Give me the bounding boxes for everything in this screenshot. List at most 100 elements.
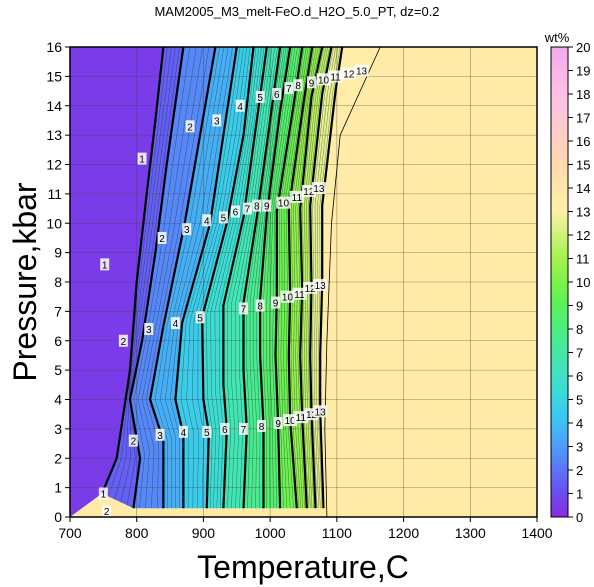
contour-label-box xyxy=(328,70,343,83)
colorbar-tick-label: 12 xyxy=(576,228,590,243)
contour-line-1 xyxy=(100,47,165,494)
contour-label: 2 xyxy=(131,437,137,448)
contour-minor xyxy=(231,47,273,509)
contour-label-box xyxy=(144,323,154,335)
x-tick-label: 1400 xyxy=(521,525,552,541)
colorbar-tick-label: 14 xyxy=(576,181,590,196)
contour-label: 5 xyxy=(257,93,263,104)
colorbar-tick-label: 6 xyxy=(576,369,583,384)
contour-label-box xyxy=(293,411,308,424)
contour-label-box xyxy=(195,311,205,324)
contour-label-box xyxy=(252,199,262,212)
contour-label-box xyxy=(242,202,252,215)
colorbar-tick-label: 16 xyxy=(576,134,590,149)
fill-band-6 xyxy=(223,47,281,509)
x-tick-label: 900 xyxy=(192,525,216,541)
contour-label: 5 xyxy=(204,428,210,439)
x-axis-ticks: 700 800 900 1000 1100 1200 1300 1400 xyxy=(58,517,553,541)
contour-label: 2 xyxy=(159,234,165,245)
colorbar-tick-label: 1 xyxy=(576,487,583,502)
colorbar-tick-label: 15 xyxy=(576,158,590,173)
contour-label: 2 xyxy=(187,122,193,133)
contour-label-box xyxy=(292,287,307,300)
contour-label-box xyxy=(255,299,265,312)
y-tick-label: 16 xyxy=(46,39,62,55)
y-tick-label: 8 xyxy=(54,274,62,290)
contour-label-box xyxy=(311,182,326,194)
contour-label-box xyxy=(178,425,188,438)
contour-label-box xyxy=(354,64,369,77)
contour-label-box xyxy=(235,99,245,112)
contour-label: 6 xyxy=(274,90,280,101)
contour-label: 11 xyxy=(294,290,305,301)
contour-minor xyxy=(214,47,262,509)
contour-label: 1 xyxy=(139,155,145,166)
contour-label: 7 xyxy=(286,84,292,95)
contour-label: 12 xyxy=(306,410,318,421)
contour-label: 4 xyxy=(204,216,210,227)
contour-label-box xyxy=(98,487,108,500)
colorbar-tick-label: 20 xyxy=(576,40,590,55)
contour-label: 2 xyxy=(104,507,110,518)
contour-label: 4 xyxy=(181,428,187,439)
y-tick-label: 9 xyxy=(54,245,62,261)
contour-label: 1 xyxy=(101,490,107,501)
contour-label-box xyxy=(316,73,331,86)
fill-band-3 xyxy=(150,47,237,509)
contour-minor xyxy=(133,47,190,509)
contour-label: 8 xyxy=(257,302,263,313)
contour-label: 10 xyxy=(318,75,330,86)
y-tick-label: 11 xyxy=(47,186,62,202)
contour-label-box xyxy=(262,199,272,212)
contour-label: 7 xyxy=(241,304,247,315)
contour-label: 8 xyxy=(295,81,301,92)
colorbar-tick-label: 13 xyxy=(576,205,590,220)
contour-label-box xyxy=(118,334,128,347)
contour-label-box xyxy=(255,90,265,103)
colorbar-gradient xyxy=(550,46,569,518)
contour-label-box xyxy=(280,290,295,303)
contour-minor xyxy=(154,47,220,509)
contour-minor xyxy=(235,47,275,509)
y-tick-label: 13 xyxy=(46,127,62,143)
x-tick-label: 1000 xyxy=(255,525,286,541)
contour-label: 9 xyxy=(275,419,281,430)
contour-minor xyxy=(114,47,172,500)
contour-label: 12 xyxy=(343,69,355,80)
contour-label: 1 xyxy=(102,260,108,271)
contour-minor xyxy=(126,47,180,506)
contour-label-box xyxy=(185,120,195,133)
chart-title: MAM2005_M3_melt-FeO.d_H2O_5.0_PT, dz=0.2 xyxy=(154,4,439,19)
contour-minor xyxy=(269,47,298,509)
contour-label: 10 xyxy=(278,199,290,210)
contour-minor xyxy=(180,47,241,509)
contour-label-box xyxy=(230,205,240,218)
colorbar-tick-label: 9 xyxy=(576,299,583,314)
contour-label: 9 xyxy=(309,78,315,89)
contour-label-box xyxy=(128,434,138,447)
contour-label-box xyxy=(256,419,266,432)
contour-label: 10 xyxy=(282,293,294,304)
contour-label-box xyxy=(212,114,222,127)
contour-label: 10 xyxy=(285,416,297,427)
contour-minor xyxy=(120,47,176,503)
contour-label: 4 xyxy=(173,319,179,330)
contour-label-box xyxy=(220,422,230,435)
x-tick-label: 700 xyxy=(58,525,82,541)
x-tick-label: 1200 xyxy=(388,525,419,541)
y-tick-label: 15 xyxy=(46,68,62,84)
contour-minor xyxy=(145,47,210,509)
contour-minor xyxy=(159,47,225,509)
x-tick-label: 800 xyxy=(125,525,149,541)
contour-label: 9 xyxy=(264,202,270,213)
fill-band-8 xyxy=(260,47,303,509)
contour-minor xyxy=(108,47,168,497)
contour-minor xyxy=(210,47,259,509)
contour-labels: 1211222233334444555566677778888999910101… xyxy=(98,64,369,518)
contour-label-box xyxy=(100,258,110,271)
colorbar-tick-label: 0 xyxy=(576,510,583,525)
y-tick-label: 10 xyxy=(46,215,62,231)
contour-minor xyxy=(266,47,296,509)
